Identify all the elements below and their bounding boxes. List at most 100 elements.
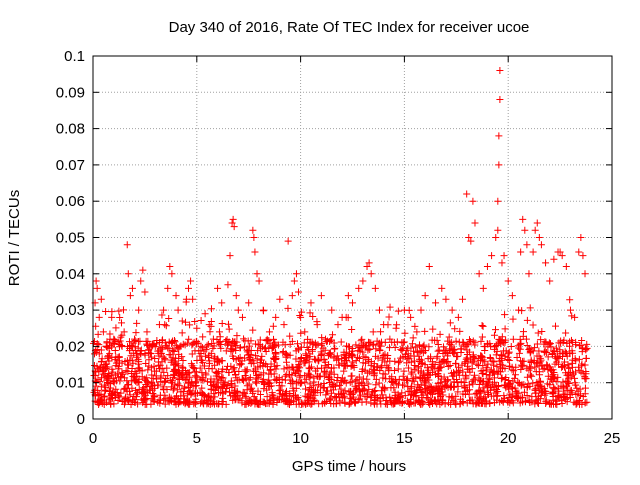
data-point (354, 396, 362, 404)
data-point (537, 356, 545, 364)
data-point (434, 341, 442, 349)
data-point (475, 374, 483, 382)
data-point (306, 309, 314, 317)
data-point (253, 371, 261, 379)
data-point (330, 381, 338, 389)
data-point (435, 346, 443, 354)
data-point (174, 375, 182, 383)
data-point (391, 394, 399, 402)
data-point (438, 284, 446, 292)
data-point (266, 340, 274, 348)
data-point (473, 360, 481, 368)
data-point (322, 335, 330, 343)
data-point (137, 277, 145, 285)
data-point (193, 324, 201, 332)
data-point (165, 344, 173, 352)
data-point (217, 344, 225, 352)
data-point (416, 374, 424, 382)
data-point (404, 344, 412, 352)
data-point (363, 263, 371, 271)
data-point (209, 335, 217, 343)
x-tick-label: 20 (500, 430, 517, 447)
data-point (581, 399, 589, 407)
data-point (407, 390, 415, 398)
data-point (148, 371, 156, 379)
data-point (282, 350, 290, 358)
data-point (134, 344, 142, 352)
data-point (328, 306, 336, 314)
data-point (143, 377, 151, 385)
data-point (172, 342, 180, 350)
data-point (429, 387, 437, 395)
data-point (494, 370, 502, 378)
data-point (417, 306, 425, 314)
data-point (252, 375, 260, 383)
data-point (469, 351, 477, 359)
data-point (245, 396, 253, 404)
data-point (147, 343, 155, 351)
data-point (98, 355, 106, 363)
data-point (240, 377, 248, 385)
data-point (174, 400, 182, 408)
data-point (144, 366, 152, 374)
data-point (151, 342, 159, 350)
data-point (132, 329, 140, 337)
data-point (536, 358, 544, 366)
y-tick-label: 0.02 (56, 338, 85, 355)
data-point (566, 349, 574, 357)
data-point (502, 374, 510, 382)
data-point (157, 372, 165, 380)
data-point (198, 384, 206, 392)
data-point (566, 296, 574, 304)
data-point (534, 399, 542, 407)
data-point (505, 349, 513, 357)
data-point (387, 397, 395, 405)
data-point (130, 339, 138, 347)
data-point (470, 376, 478, 384)
data-point (259, 306, 267, 314)
data-point (365, 259, 373, 267)
data-point (408, 382, 416, 390)
data-point (199, 359, 207, 367)
data-point (296, 372, 304, 380)
data-point (353, 353, 361, 361)
data-point (454, 313, 462, 321)
data-point (419, 343, 427, 351)
data-point (270, 355, 278, 363)
data-point (163, 364, 171, 372)
data-point (341, 376, 349, 384)
data-point (454, 388, 462, 396)
data-point (494, 197, 502, 205)
data-point (340, 361, 348, 369)
data-point (111, 390, 119, 398)
data-point (448, 392, 456, 400)
data-point (559, 353, 567, 361)
data-point (459, 397, 467, 405)
data-point (444, 350, 452, 358)
data-point (446, 319, 454, 327)
data-point (292, 270, 300, 278)
data-point (393, 380, 401, 388)
data-point (214, 284, 222, 292)
data-point (269, 400, 277, 408)
data-point (131, 335, 139, 343)
data-point (115, 307, 123, 315)
data-point (407, 358, 415, 366)
data-point (473, 398, 481, 406)
data-point (208, 340, 216, 348)
data-point (447, 341, 455, 349)
data-point (428, 358, 436, 366)
data-point (251, 248, 259, 256)
data-point (314, 373, 322, 381)
data-point (296, 364, 304, 372)
data-point (555, 360, 563, 368)
data-point (424, 395, 432, 403)
data-point (461, 383, 469, 391)
data-point (172, 368, 180, 376)
data-point (238, 313, 246, 321)
data-point (478, 353, 486, 361)
data-point (97, 383, 105, 391)
data-point (518, 393, 526, 401)
data-point (219, 365, 227, 373)
